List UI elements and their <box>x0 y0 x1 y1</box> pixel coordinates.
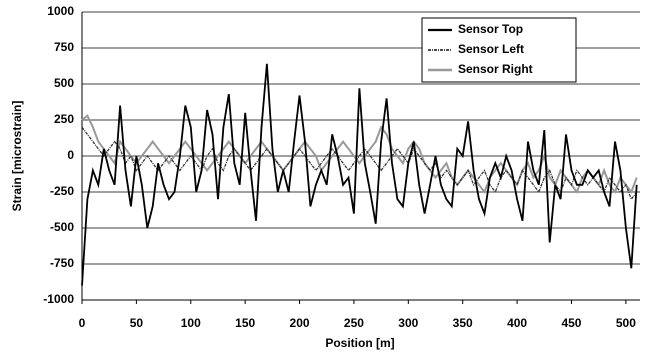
x-axis-title: Position [m] <box>325 336 394 350</box>
y-tick-label: 1000 <box>47 4 74 18</box>
line-series <box>81 63 638 286</box>
x-tick-label: 150 <box>235 316 255 330</box>
legend-label: Sensor Right <box>458 62 533 76</box>
x-tick-label: 50 <box>130 316 144 330</box>
y-tick-label: -750 <box>50 256 74 270</box>
line-series <box>81 126 638 201</box>
x-tick-label: 300 <box>398 316 418 330</box>
x-tick-label: 200 <box>290 316 310 330</box>
x-tick-label: 250 <box>344 316 364 330</box>
x-tick-label: 500 <box>616 316 636 330</box>
y-tick-label: -1000 <box>43 292 74 306</box>
x-tick-label: 100 <box>181 316 201 330</box>
y-tick-label: 750 <box>54 40 74 54</box>
x-tick-label: 400 <box>507 316 527 330</box>
x-tick-label: 350 <box>453 316 473 330</box>
y-tick-label: -500 <box>50 220 74 234</box>
legend-label: Sensor Top <box>458 22 523 36</box>
y-tick-label: 500 <box>54 76 74 90</box>
y-tick-label: -250 <box>50 184 74 198</box>
y-axis-title: Strain [microstrain] <box>10 101 24 212</box>
x-tick-label: 450 <box>561 316 581 330</box>
y-tick-label: 0 <box>67 148 74 162</box>
legend-label: Sensor Left <box>458 42 524 56</box>
y-tick-label: 250 <box>54 112 74 126</box>
x-tick-label: 0 <box>79 316 86 330</box>
line-series <box>81 114 638 195</box>
